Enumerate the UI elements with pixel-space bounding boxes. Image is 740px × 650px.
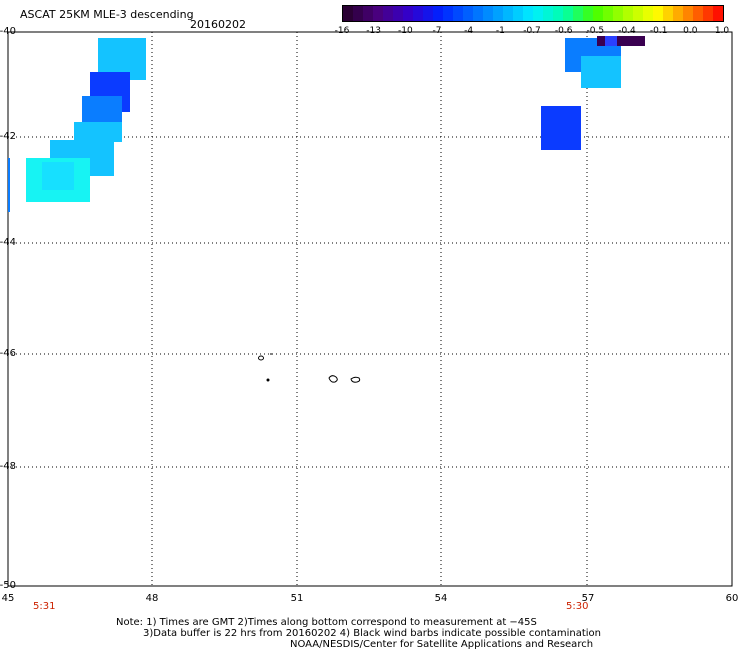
- credit-line: NOAA/NESDIS/Center for Satellite Applica…: [290, 639, 594, 650]
- lon-tick: 57: [581, 593, 595, 604]
- colorbar-swatch: [543, 6, 553, 21]
- lat-tick: -50: [0, 580, 16, 591]
- colorbar-label: -0.1: [649, 26, 668, 36]
- colorbar-swatch: [653, 6, 663, 21]
- lon-tick: 48: [145, 593, 159, 604]
- lat-tick: -46: [0, 348, 16, 359]
- colorbar-swatch: [703, 6, 713, 21]
- colorbar-swatch: [523, 6, 533, 21]
- colorbar-label: -13: [366, 26, 382, 36]
- colorbar-swatch: [403, 6, 413, 21]
- lat-tick: -48: [0, 461, 16, 472]
- colorbar-swatch: [493, 6, 503, 21]
- colorbar-swatch: [513, 6, 523, 21]
- wind-cell: [541, 106, 581, 150]
- colorbar-swatch: [623, 6, 633, 21]
- colorbar-label: -7: [432, 26, 442, 36]
- note-line-2: 3)Data buffer is 22 hrs from 20160202 4)…: [143, 628, 601, 639]
- colorbar-swatch: [533, 6, 543, 21]
- lat-tick: -42: [0, 131, 16, 142]
- colorbar-swatch: [453, 6, 463, 21]
- edge-marker: [8, 158, 10, 212]
- colorbar-swatch: [603, 6, 613, 21]
- colorbar-swatch: [573, 6, 583, 21]
- colorbar-swatch: [713, 6, 723, 21]
- colorbar-swatch: [613, 6, 623, 21]
- colorbar-label: -1: [495, 26, 505, 36]
- colorbar-swatch: [553, 6, 563, 21]
- wind-cell: [82, 96, 122, 126]
- colorbar-label: -0.5: [586, 26, 605, 36]
- colorbar-swatch: [463, 6, 473, 21]
- time-left-label: 5:31: [33, 601, 56, 612]
- colorbar-swatch: [663, 6, 673, 21]
- colorbar-swatch: [423, 6, 433, 21]
- colorbar-label: -0.6: [554, 26, 573, 36]
- colorbar-swatch: [373, 6, 383, 21]
- lon-tick: 51: [290, 593, 304, 604]
- colorbar-swatch: [673, 6, 683, 21]
- lon-tick: 45: [1, 593, 15, 604]
- colorbar-label: -0.4: [618, 26, 636, 36]
- colorbar-swatch: [383, 6, 393, 21]
- colorbar-swatch: [443, 6, 453, 21]
- colorbar-label: 1.0: [714, 26, 730, 36]
- wind-cell: [74, 122, 122, 142]
- colorbar-label: -4: [464, 26, 474, 36]
- colorbar-swatch: [353, 6, 363, 21]
- island: [328, 375, 338, 383]
- lon-tick: 54: [434, 593, 448, 604]
- colorbar-swatch: [393, 6, 403, 21]
- lat-tick: -40: [0, 26, 16, 37]
- swath-left: [8, 38, 146, 212]
- colorbar: [342, 5, 724, 22]
- colorbar-swatch: [413, 6, 423, 21]
- map-frame: [7, 31, 733, 587]
- colorbar-swatch: [583, 6, 593, 21]
- wind-cell: [605, 36, 617, 46]
- islands: [258, 353, 361, 383]
- colorbar-label: -16: [334, 26, 350, 36]
- date-label: 20160202: [190, 18, 246, 31]
- colorbar-swatch: [593, 6, 603, 21]
- colorbar-swatch: [563, 6, 573, 21]
- wind-cell: [597, 36, 645, 46]
- colorbar-swatch: [473, 6, 483, 21]
- colorbar-swatch: [343, 6, 353, 21]
- colorbar-swatch: [633, 6, 643, 21]
- island: [266, 378, 270, 382]
- colorbar-label: -0.7: [523, 26, 541, 36]
- colorbar-swatch: [433, 6, 443, 21]
- wind-cell: [581, 56, 621, 88]
- colorbar-swatch: [643, 6, 653, 21]
- product-title: ASCAT 25KM MLE-3 descending: [20, 8, 194, 21]
- note-line-1: Note: 1) Times are GMT 2)Times along bot…: [116, 617, 537, 628]
- colorbar-labels: -16 -13 -10 -7 -4 -1 -0.7 -0.6 -0.5 -0.4 -0.1 0.0 1.…: [335, 26, 730, 38]
- lat-tick: -44: [0, 237, 16, 248]
- swath-right: [541, 36, 645, 150]
- time-right-label: 5:30: [566, 601, 589, 612]
- lon-tick: 60: [725, 593, 739, 604]
- colorbar-swatch: [503, 6, 513, 21]
- colorbar-label: 0.0: [683, 26, 698, 36]
- island: [350, 376, 361, 383]
- colorbar-swatch: [693, 6, 703, 21]
- colorbar-swatch: [483, 6, 493, 21]
- colorbar-swatch: [363, 6, 373, 21]
- wind-cell: [42, 162, 74, 190]
- island: [258, 355, 264, 361]
- colorbar-swatch: [683, 6, 693, 21]
- colorbar-label: -10: [397, 26, 413, 36]
